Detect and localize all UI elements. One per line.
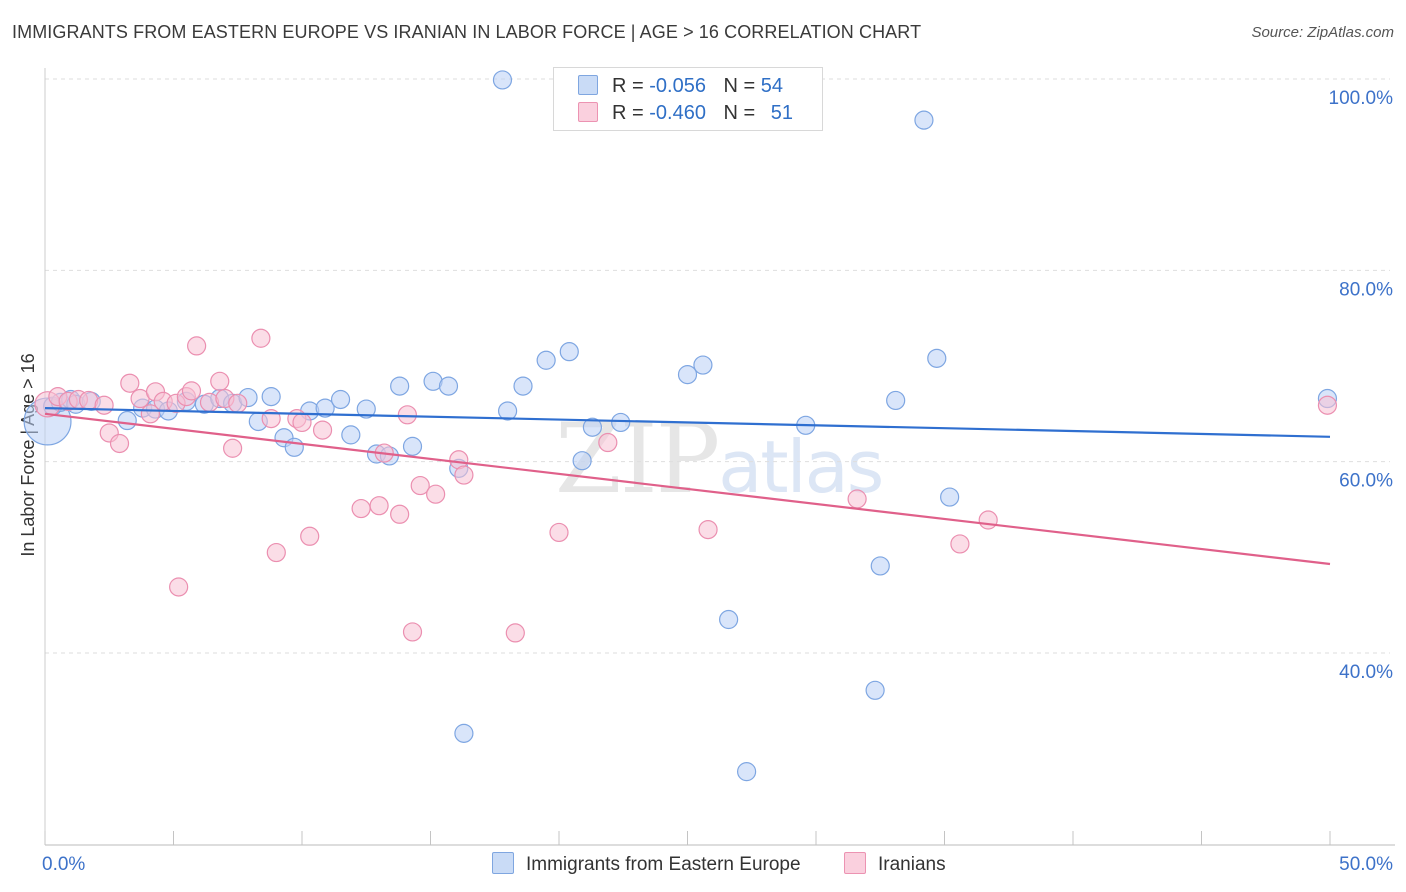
point-eastern-europe (914, 110, 934, 130)
point-eastern-europe (865, 680, 885, 700)
point-eastern-europe (261, 387, 281, 407)
stats-legend-row-blue: R = -0.056 N = 54 (578, 75, 783, 99)
y-tick-label: 80.0% (1339, 279, 1393, 300)
point-iranians (300, 526, 320, 546)
point-eastern-europe (315, 398, 335, 418)
point-iranians (312, 420, 333, 440)
r-value-blue: -0.056 (649, 75, 706, 97)
point-eastern-europe (886, 390, 906, 411)
source-label: Source: ZipAtlas.com (1251, 24, 1394, 41)
x-tick-label-max: 50.0% (1339, 854, 1393, 875)
point-eastern-europe (341, 425, 361, 445)
blue-swatch (578, 75, 598, 95)
point-eastern-europe (536, 350, 556, 370)
point-eastern-europe (513, 376, 533, 396)
point-eastern-europe (559, 342, 579, 362)
point-eastern-europe (940, 487, 960, 507)
point-eastern-europe (284, 437, 304, 457)
point-iranians (251, 328, 271, 348)
point-iranians (390, 504, 410, 524)
y-tick-label: 100.0% (1329, 88, 1394, 109)
point-eastern-europe (330, 389, 351, 410)
point-iranians (950, 534, 970, 554)
point-iranians (94, 395, 114, 415)
r-label-pink: R = (612, 102, 644, 124)
y-axis-label: In Labor Force | Age > 16 (18, 353, 38, 556)
stats-legend: R = -0.056 N = 54 R = -0.460 N = 51 (553, 67, 823, 131)
point-eastern-europe (870, 556, 890, 576)
point-iranians (109, 433, 130, 454)
point-eastern-europe (498, 401, 518, 421)
point-iranians (351, 498, 371, 519)
x-tick-label-min: 0.0% (42, 854, 85, 875)
r-value-pink: -0.460 (649, 102, 706, 124)
point-iranians (181, 381, 202, 401)
n-value-blue: 54 (760, 75, 784, 97)
legend-label-eastern-europe: Immigrants from Eastern Europe (526, 854, 801, 875)
point-eastern-europe (677, 365, 698, 385)
point-iranians (698, 519, 718, 540)
point-iranians (266, 542, 286, 563)
pink-swatch (578, 102, 598, 122)
y-tick-label: 60.0% (1339, 471, 1393, 492)
point-eastern-europe (927, 348, 947, 368)
legend-item-iranians[interactable]: Iranians (844, 852, 946, 876)
point-iranians (549, 522, 569, 543)
point-eastern-europe (572, 451, 592, 471)
point-iranians (1317, 395, 1338, 415)
point-eastern-europe (402, 436, 423, 456)
point-iranians (120, 373, 140, 393)
point-eastern-europe (611, 412, 631, 433)
point-iranians (402, 622, 423, 642)
point-iranians (978, 510, 998, 530)
legend-label-iranians: Iranians (878, 854, 946, 875)
point-iranians (369, 496, 389, 516)
point-iranians (223, 438, 243, 458)
point-iranians (187, 336, 207, 356)
point-eastern-europe (719, 609, 739, 630)
n-label-pink: N = (723, 102, 756, 124)
n-value-pink: 51 (770, 102, 794, 124)
chart-title: IMMIGRANTS FROM EASTERN EUROPE VS IRANIA… (12, 22, 922, 42)
point-eastern-europe (438, 376, 459, 396)
point-iranians (397, 405, 417, 425)
point-iranians (210, 371, 230, 391)
legend-item-eastern-europe[interactable]: Immigrants from Eastern Europe (492, 852, 801, 876)
point-eastern-europe (582, 417, 603, 437)
point-eastern-europe (693, 355, 713, 375)
point-iranians (847, 489, 867, 509)
n-label-blue: N = (723, 75, 756, 97)
point-iranians (426, 484, 446, 504)
trendline-iranians (44, 412, 1331, 566)
point-iranians (598, 432, 618, 453)
point-iranians (169, 577, 189, 597)
point-eastern-europe (390, 376, 410, 396)
point-iranians (454, 465, 474, 485)
point-eastern-europe (454, 723, 474, 743)
y-tick-label: 40.0% (1339, 662, 1393, 683)
legend-swatch-pink (844, 852, 866, 874)
point-eastern-europe (492, 70, 513, 90)
point-eastern-europe (117, 410, 137, 431)
point-iranians (505, 623, 525, 643)
point-eastern-europe (737, 762, 757, 782)
point-iranians (410, 475, 430, 496)
point-iranians (292, 412, 312, 433)
point-eastern-europe (356, 399, 376, 419)
point-iranians (228, 393, 248, 413)
stats-legend-row-pink: R = -0.460 N = 51 (578, 102, 793, 126)
r-label-blue: R = (612, 75, 644, 97)
trendline-eastern-europe (44, 406, 1331, 438)
legend-swatch-blue (492, 852, 514, 874)
